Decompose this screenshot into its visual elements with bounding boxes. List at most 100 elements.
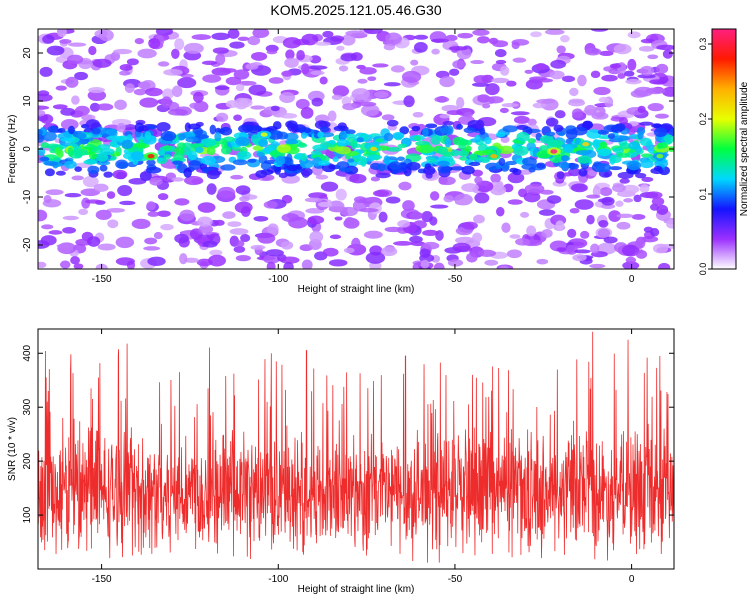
spectrogram-cell xyxy=(422,241,440,250)
spectrogram-cell xyxy=(366,154,383,160)
spectrogram-cell xyxy=(247,158,257,163)
spectrogram-cell xyxy=(263,254,280,264)
spectrogram-cell xyxy=(463,111,473,118)
spectrogram-cell xyxy=(279,92,296,104)
spectrogram-cell xyxy=(156,122,171,132)
spectrogram-cell xyxy=(343,247,355,254)
spectrogram-cell xyxy=(375,172,391,179)
spectrogram-cell xyxy=(335,188,347,201)
spectrogram-cell xyxy=(388,161,402,170)
spectrogram-cell xyxy=(584,47,602,56)
spectrogram-cell xyxy=(282,37,302,49)
spectrogram-cell xyxy=(143,246,161,251)
spectrogram-cell xyxy=(147,256,166,267)
spectrogram-cell xyxy=(569,164,579,170)
spectrogram-cell xyxy=(589,263,606,269)
spectrogram-cell xyxy=(174,38,185,51)
spectrogram-cell xyxy=(300,132,308,139)
spectrogram-cell xyxy=(278,172,288,179)
spectrogram-cell xyxy=(229,41,245,49)
spectrogram-cell xyxy=(484,259,499,266)
spectrogram-cell xyxy=(147,154,155,159)
spectrogram-cell xyxy=(635,249,648,259)
spectrogram-cell xyxy=(522,157,537,166)
spectrogram-cell xyxy=(162,145,173,152)
spectrogram-cell xyxy=(655,63,669,74)
spectrogram-cell xyxy=(592,185,601,198)
spectrogram-cell xyxy=(656,143,669,149)
spectrogram-cell xyxy=(336,139,350,147)
spectrogram-cell xyxy=(253,215,269,222)
spectrogram-cell xyxy=(304,197,323,203)
spectrogram-cell xyxy=(448,46,468,51)
spectrogram-cell xyxy=(156,157,164,162)
spectrogram-cell xyxy=(319,76,328,85)
spectrogram-x-axis: -150 -100 -50 0 xyxy=(92,29,635,285)
spectrogram-cell xyxy=(171,85,183,98)
snr-x-axis: -150 -100 -50 0 xyxy=(92,329,635,585)
spectrogram-cell xyxy=(201,60,218,65)
spectrogram-cell xyxy=(623,198,634,203)
spectrogram-cell xyxy=(301,33,319,46)
y-tick-label: 20 xyxy=(22,47,33,59)
spectrogram-cell xyxy=(106,207,126,213)
spectrogram-cell xyxy=(103,171,113,178)
spectrogram-cell xyxy=(250,125,263,131)
spectrogram-cell xyxy=(107,219,119,229)
spectrogram-cell xyxy=(134,37,144,45)
spectrogram-cell xyxy=(590,70,601,79)
spectrogram-cell xyxy=(344,216,355,226)
spectrogram-cell xyxy=(342,103,357,111)
spectrogram-cell xyxy=(126,58,139,66)
spectrogram-cell xyxy=(574,199,594,210)
spectrogram-cell xyxy=(586,129,602,139)
spectrogram-cell xyxy=(580,230,590,239)
spectrogram-cell xyxy=(174,233,189,244)
spectrogram-cell xyxy=(267,223,279,236)
spectrogram-cell xyxy=(616,221,631,230)
spectrogram-cell xyxy=(472,232,483,243)
spectrogram-cell xyxy=(121,139,134,149)
spectrogram-cell xyxy=(280,241,294,250)
spectrogram-cell xyxy=(461,221,478,230)
spectrogram-cell xyxy=(327,110,337,122)
colorbar-tick-label: 0.3 xyxy=(698,38,708,51)
spectrogram-cell xyxy=(393,241,413,246)
spectrogram-cell xyxy=(172,152,185,161)
spectrogram-cell xyxy=(530,31,542,38)
spectrogram-cell xyxy=(233,114,243,121)
spectrogram-cell xyxy=(139,97,159,108)
spectrogram-cell xyxy=(598,219,609,228)
spectrogram-cell xyxy=(206,183,217,195)
spectrogram-cell xyxy=(235,240,245,248)
spectrogram-cell xyxy=(172,160,184,165)
spectrogram-cell xyxy=(309,231,324,243)
spectrogram-cell xyxy=(330,35,345,42)
spectrogram-cell xyxy=(458,150,468,157)
spectrogram-cell xyxy=(466,252,478,263)
spectrogram-cell xyxy=(177,133,187,141)
spectrogram-cell xyxy=(463,127,476,134)
spectrogram-cell xyxy=(59,260,71,269)
spectrogram-cell xyxy=(67,42,87,47)
spectrogram-cell xyxy=(258,139,269,148)
spectrogram-cell xyxy=(283,261,294,269)
spectrogram-cell xyxy=(449,68,460,76)
spectrogram-cell xyxy=(524,183,545,194)
spectrogram-cell xyxy=(212,47,229,54)
spectrogram-cell xyxy=(473,75,489,84)
spectrogram-cell xyxy=(234,201,253,214)
spectrogram-cell xyxy=(40,113,54,125)
spectrogram-cell xyxy=(235,185,251,195)
spectrogram-cell xyxy=(300,152,308,162)
spectrogram-cell xyxy=(599,141,608,149)
spectrogram-cell xyxy=(189,102,201,109)
spectrogram-cell xyxy=(553,124,564,132)
spectrogram-cell xyxy=(133,143,150,149)
spectrogram-cell xyxy=(311,97,324,107)
spectrogram-cell xyxy=(569,87,579,97)
spectrogram-cell xyxy=(637,74,656,79)
spectrogram-cell xyxy=(133,88,147,96)
spectrogram-cell xyxy=(263,200,278,209)
spectrogram-cell xyxy=(68,125,75,135)
